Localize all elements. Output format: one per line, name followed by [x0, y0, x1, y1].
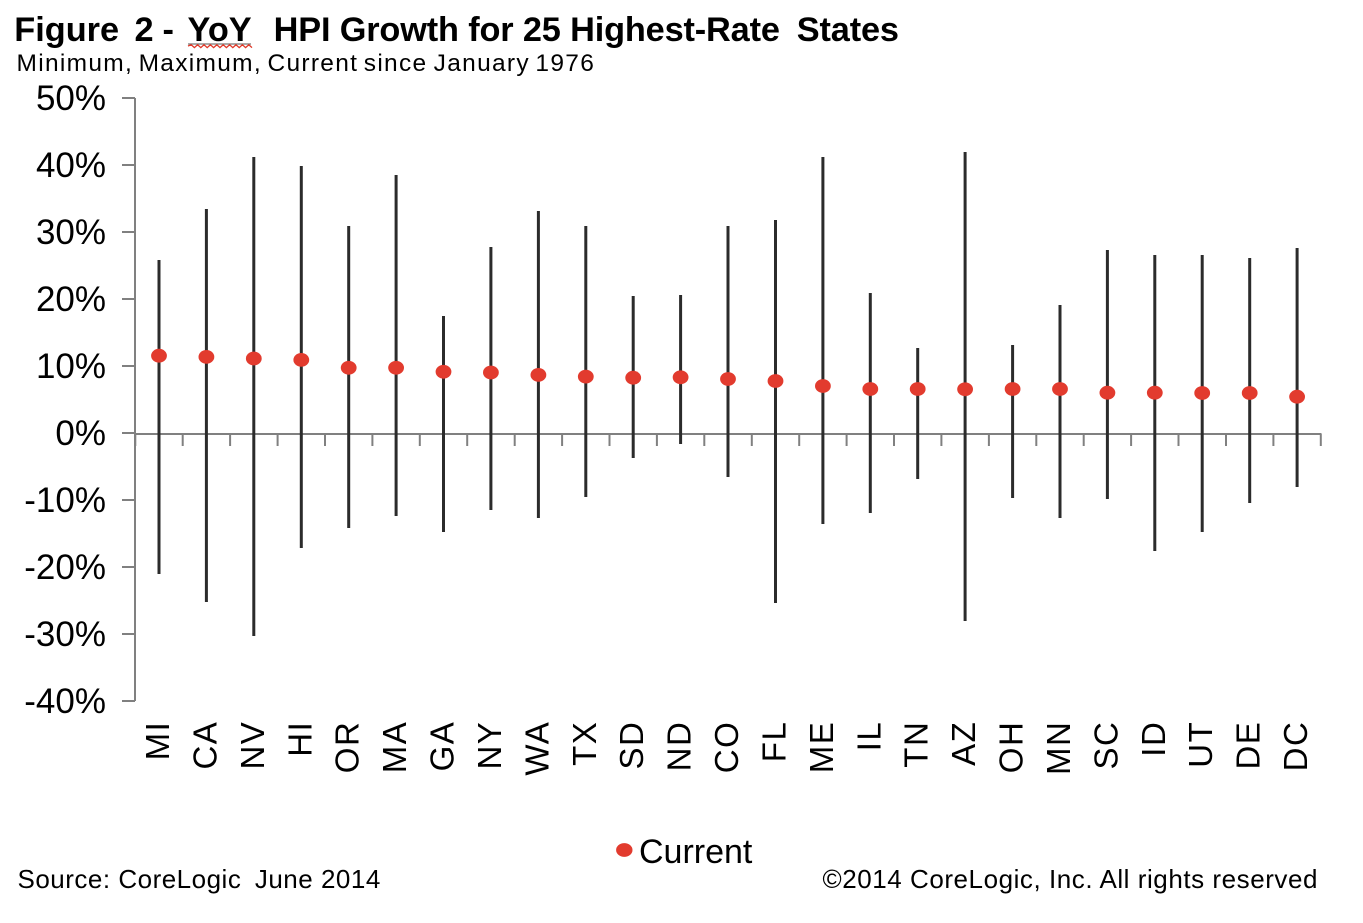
svg-text:Source: CoreLogic June 2014: Source: CoreLogic June 2014 — [18, 864, 381, 894]
svg-text:YoY: YoY — [188, 11, 252, 49]
svg-text:FL: FL — [756, 721, 793, 763]
svg-text:ID: ID — [1135, 721, 1172, 757]
svg-text:NV: NV — [234, 721, 271, 770]
svg-text:MN: MN — [1040, 721, 1077, 775]
svg-text:20%: 20% — [36, 280, 106, 319]
svg-text:2: 2 — [135, 11, 154, 49]
svg-text:-: - — [163, 11, 174, 49]
svg-text:TN: TN — [898, 721, 935, 768]
svg-text:WA: WA — [518, 721, 555, 776]
svg-text:30%: 30% — [36, 213, 106, 252]
svg-text:0%: 0% — [55, 414, 106, 453]
svg-text:50%: 50% — [36, 79, 106, 118]
svg-text:HPI Growth for 25 Highest-Rate: HPI Growth for 25 Highest-Rate States — [274, 11, 899, 49]
svg-text:AZ: AZ — [945, 721, 982, 766]
svg-text:UT: UT — [1182, 721, 1219, 768]
svg-text:HI: HI — [281, 721, 318, 757]
svg-text:OH: OH — [993, 721, 1030, 774]
svg-text:-30%: -30% — [24, 615, 106, 654]
svg-text:Current: Current — [639, 833, 753, 871]
svg-text:CA: CA — [186, 721, 223, 770]
svg-text:ND: ND — [661, 721, 698, 772]
svg-text:DE: DE — [1230, 721, 1267, 770]
svg-text:-10%: -10% — [24, 481, 106, 520]
svg-text:-40%: -40% — [24, 682, 106, 721]
svg-text:Minimum, Maximum, Current sinc: Minimum, Maximum, Current since January … — [17, 50, 596, 77]
svg-text:MI: MI — [139, 721, 176, 761]
svg-text:-20%: -20% — [24, 548, 106, 587]
svg-text:MA: MA — [376, 721, 413, 774]
svg-text:GA: GA — [424, 721, 461, 772]
svg-text:DC: DC — [1277, 721, 1314, 772]
svg-text:IL: IL — [850, 721, 887, 752]
svg-text:TX: TX — [566, 721, 603, 766]
svg-text:NY: NY — [471, 721, 508, 770]
svg-text:CO: CO — [708, 721, 745, 774]
svg-text:SC: SC — [1087, 721, 1124, 770]
svg-text:10%: 10% — [36, 347, 106, 386]
svg-text:ME: ME — [803, 721, 840, 774]
svg-text:©2014 CoreLogic, Inc. All righ: ©2014 CoreLogic, Inc. All rights reserve… — [822, 864, 1318, 894]
svg-text:OR: OR — [329, 721, 366, 774]
svg-text:40%: 40% — [36, 146, 106, 185]
svg-text:Figure: Figure — [14, 11, 119, 49]
svg-text:SD: SD — [613, 721, 650, 770]
